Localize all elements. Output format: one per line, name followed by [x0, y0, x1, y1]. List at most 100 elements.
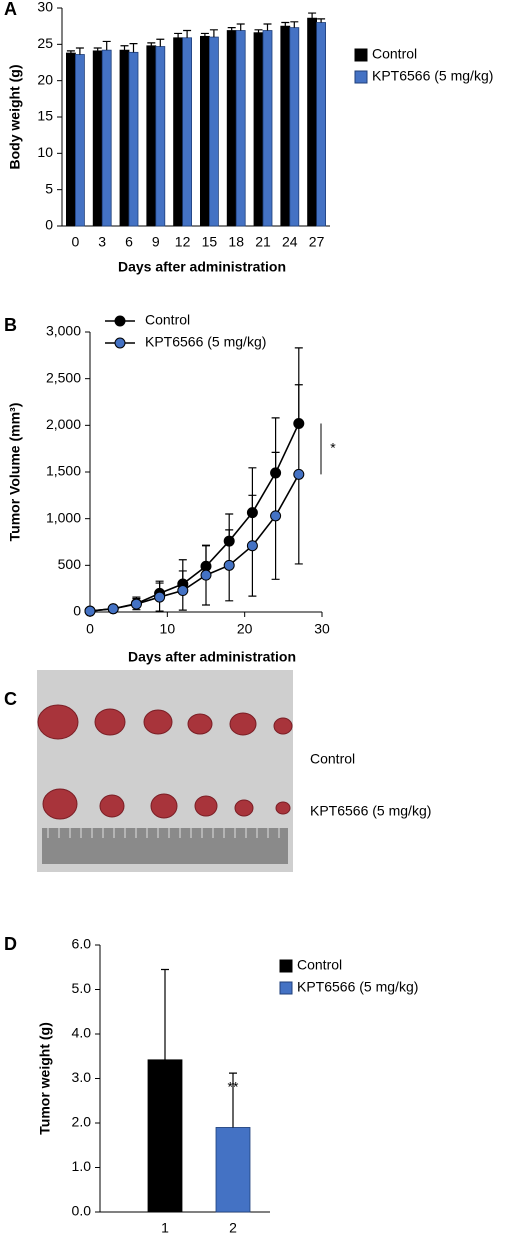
point [177, 585, 189, 597]
bar [226, 30, 237, 227]
x-tick-label: 18 [228, 234, 244, 250]
bar [289, 27, 300, 227]
y-tick-label: 25 [37, 35, 53, 51]
legend-label: Control [372, 46, 417, 62]
error-bar [263, 23, 272, 31]
legend-label: Control [297, 957, 342, 973]
point [107, 603, 119, 615]
bar [128, 51, 139, 227]
panel-label: B [4, 315, 17, 335]
y-tick-label: 0 [45, 217, 53, 233]
bar [101, 49, 112, 227]
point [130, 598, 142, 610]
point [246, 507, 258, 519]
tumor [187, 713, 213, 735]
y-axis-label: Tumor Volume (mm³) [7, 403, 23, 542]
error-bar [236, 23, 245, 31]
bar [262, 30, 273, 227]
error-bar [120, 45, 129, 51]
error-bar [200, 32, 209, 37]
bar [66, 52, 76, 227]
error-bar [147, 42, 156, 46]
y-tick-label: 500 [58, 556, 82, 572]
photo-label: Control [310, 751, 355, 767]
tumor [37, 704, 79, 740]
x-tick-label: 24 [282, 234, 298, 250]
error-bar [227, 27, 236, 31]
panel-label: C [4, 689, 17, 709]
x-tick-label: 30 [314, 621, 330, 637]
x-tick-label: 15 [202, 234, 218, 250]
x-tick-label: 21 [255, 234, 271, 250]
series-line [89, 473, 300, 612]
legend-label: KPT6566 (5 mg/kg) [145, 334, 266, 350]
error-bar [129, 43, 138, 53]
legend-label: KPT6566 (5 mg/kg) [372, 68, 493, 84]
annotation: * [330, 440, 336, 456]
legend-swatch [279, 959, 293, 973]
bar [146, 45, 157, 227]
error-bar [183, 29, 192, 38]
x-tick-label: 27 [309, 234, 325, 250]
tumor [94, 708, 126, 736]
bar [235, 30, 246, 227]
y-tick-label: 15 [37, 108, 53, 124]
x-axis-label: Days after administration [128, 649, 296, 665]
y-tick-label: 20 [37, 71, 53, 87]
error-bar [66, 50, 75, 54]
point [154, 591, 166, 603]
error-bar [254, 29, 263, 33]
x-tick-label: 6 [125, 234, 133, 250]
legend-label: Control [145, 312, 190, 328]
tumor [42, 788, 78, 820]
error-bar [290, 21, 299, 28]
legend-label: KPT6566 (5 mg/kg) [297, 979, 418, 995]
x-tick-label: 10 [160, 621, 176, 637]
y-tick-label: 1,500 [46, 463, 81, 479]
point [84, 605, 96, 617]
error-bar [161, 968, 169, 1060]
point [246, 540, 258, 552]
tumor [99, 794, 125, 818]
y-tick-label: 5 [45, 180, 53, 196]
bar [316, 22, 327, 227]
tumor [150, 793, 178, 819]
x-tick-label: 0 [86, 621, 94, 637]
y-tick-label: 1.0 [72, 1158, 92, 1174]
x-tick-label: 12 [175, 234, 191, 250]
tumor [234, 799, 254, 817]
point [223, 535, 235, 547]
error-bar [281, 21, 290, 27]
x-tick-label: 20 [237, 621, 253, 637]
y-tick-label: 2.0 [72, 1114, 92, 1130]
bar [75, 54, 85, 227]
y-tick-label: 30 [37, 0, 53, 15]
point [270, 467, 282, 479]
error-bar [156, 38, 165, 47]
y-tick-label: 6.0 [72, 936, 92, 952]
error-bar [229, 1072, 237, 1128]
bar [307, 17, 318, 227]
legend-swatch [279, 981, 293, 995]
bar [119, 49, 130, 227]
bar [199, 35, 210, 227]
y-tick-label: 3,000 [46, 323, 81, 339]
bar [253, 32, 264, 227]
tumor [143, 709, 173, 735]
y-tick-label: 1,000 [46, 509, 81, 525]
photo-label: KPT6566 (5 mg/kg) [310, 803, 431, 819]
point [223, 559, 235, 571]
tumor-photo [37, 670, 293, 872]
tumor [194, 795, 218, 817]
annotation: ** [228, 1079, 239, 1095]
error-bar [93, 47, 102, 51]
legend-swatch [354, 48, 368, 62]
bar [215, 1127, 251, 1213]
point [200, 569, 212, 581]
error-bar [317, 18, 326, 23]
x-tick-label: 3 [98, 234, 106, 250]
error-bar [75, 47, 84, 55]
bar [155, 46, 166, 227]
tumor [275, 801, 291, 815]
point [293, 468, 305, 480]
